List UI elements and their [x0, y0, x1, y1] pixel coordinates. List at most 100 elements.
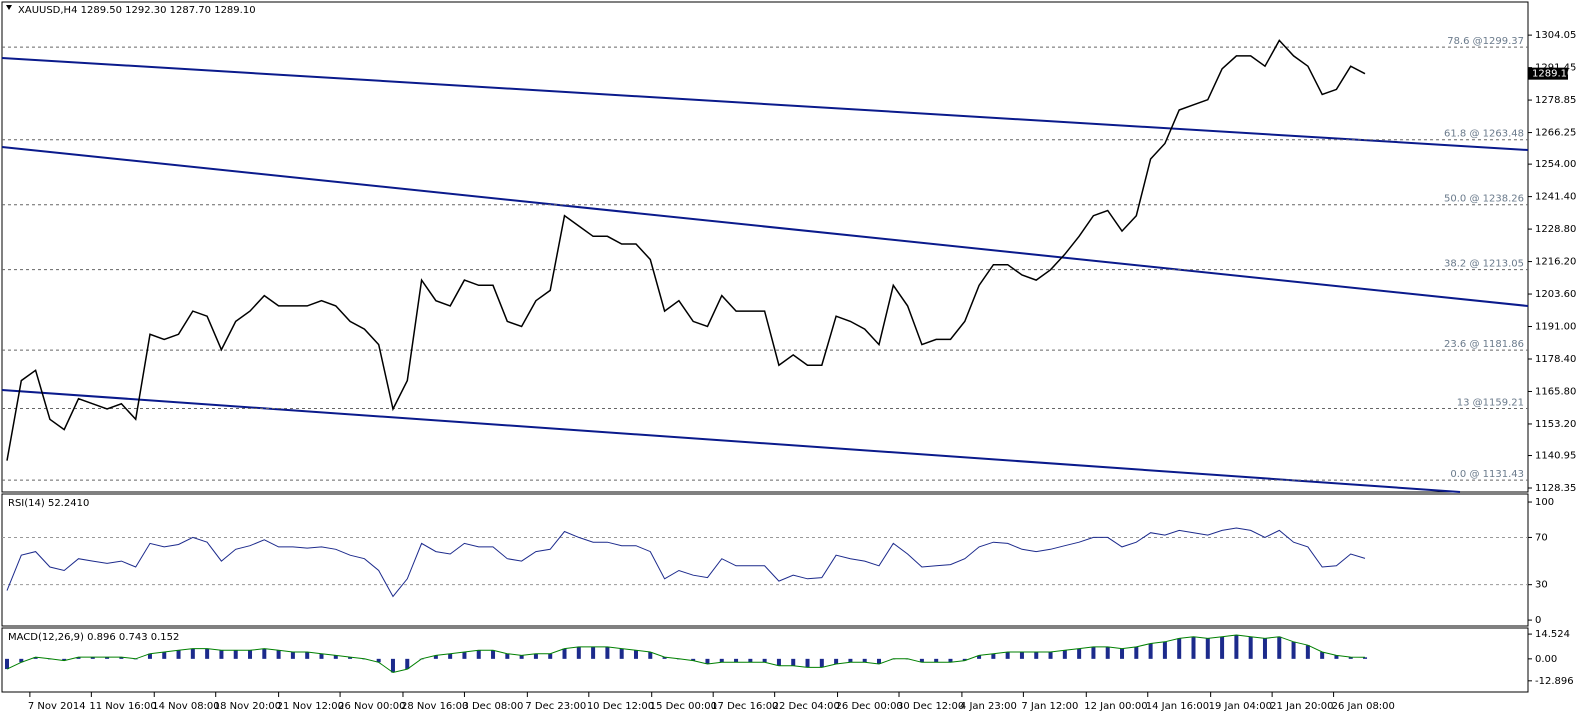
x-tick-label: 7 Dec 23:00 — [525, 701, 586, 712]
macd-bar — [962, 658, 967, 661]
macd-line — [6, 634, 1366, 674]
macd-bar — [533, 653, 538, 659]
fib-label: 23.6 @ 1181.86 — [1444, 339, 1524, 350]
x-tick-label: 7 Nov 2014 — [28, 701, 86, 712]
macd-bar — [1305, 645, 1310, 659]
macd-bar — [248, 650, 253, 659]
macd-bar — [762, 658, 767, 663]
x-tick-label: 14 Jan 16:00 — [1146, 701, 1209, 712]
fib-label: 78.6 @1299.37 — [1447, 36, 1524, 47]
macd-bar — [390, 658, 395, 673]
y-tick-label: 1191.00 — [1535, 322, 1576, 333]
fib-label: 13 @1159.21 — [1457, 397, 1524, 408]
macd-bar — [62, 658, 67, 661]
macd-bar — [1291, 641, 1296, 659]
macd-bar — [505, 653, 510, 659]
y-tick-label: 1178.40 — [1535, 354, 1576, 365]
macd-bar — [791, 658, 796, 666]
x-tick-label: 30 Dec 12:00 — [897, 701, 964, 712]
macd-bar — [605, 646, 610, 659]
macd-bar — [1019, 652, 1024, 659]
macd-panel — [1, 627, 1529, 693]
macd-bar — [1048, 652, 1053, 659]
macd-bar — [977, 655, 982, 659]
macd-bar — [448, 653, 453, 659]
macd-bar — [219, 650, 224, 659]
macd-bar — [5, 658, 10, 670]
macd-bar — [491, 650, 496, 659]
x-tick-label: 19 Jan 04:00 — [1209, 701, 1272, 712]
macd-bar — [705, 658, 710, 664]
macd-bar — [1177, 638, 1182, 659]
macd-bar — [147, 653, 152, 659]
y-tick-label: 100 — [1535, 497, 1554, 508]
macd-bar — [619, 648, 624, 659]
macd-bar — [76, 657, 81, 659]
y-tick-label: -12.896 — [1535, 676, 1574, 687]
macd-bar — [1363, 657, 1368, 659]
macd-bar — [476, 650, 481, 659]
macd-bar — [648, 652, 653, 659]
macd-bar — [319, 653, 324, 659]
macd-bar — [776, 658, 781, 666]
macd-bar — [734, 658, 739, 663]
macd-bar — [176, 650, 181, 659]
macd-bar — [748, 658, 753, 663]
y-tick-label: 14.524 — [1535, 629, 1570, 640]
macd-bar — [290, 652, 295, 659]
macd-bar — [205, 648, 210, 659]
y-tick-label: 1241.40 — [1535, 192, 1576, 203]
x-tick-label: 11 Nov 16:00 — [89, 701, 156, 712]
y-tick-label: 1140.95 — [1535, 451, 1576, 462]
y-tick-label: 1153.20 — [1535, 419, 1576, 430]
y-tick-label: 1304.05 — [1535, 30, 1576, 41]
macd-bar — [834, 658, 839, 664]
macd-bar — [576, 646, 581, 659]
y-tick-label: 70 — [1535, 532, 1548, 543]
macd-bar — [519, 655, 524, 659]
macd-bar — [991, 653, 996, 659]
macd-bar — [805, 658, 810, 668]
macd-bar — [1262, 638, 1267, 659]
macd-bar — [1334, 655, 1339, 659]
x-tick-label: 4 Jan 23:00 — [960, 701, 1017, 712]
x-tick-label: 17 Dec 16:00 — [711, 701, 778, 712]
x-tick-label: 3 Dec 08:00 — [462, 701, 523, 712]
macd-bar — [662, 657, 667, 659]
x-tick-label: 10 Dec 12:00 — [587, 701, 654, 712]
macd-bar — [1091, 646, 1096, 659]
y-tick-label: 1165.80 — [1535, 386, 1576, 397]
macd-bar — [19, 658, 24, 663]
macd-bar — [919, 658, 924, 663]
macd-bar — [119, 657, 124, 659]
menu-arrow — [6, 5, 12, 10]
macd-bar — [562, 648, 567, 659]
macd-bar — [548, 653, 553, 659]
macd-bar — [262, 648, 267, 659]
macd-bar — [1220, 636, 1225, 659]
price-tag-label: 1289.10 — [1532, 69, 1573, 80]
macd-bar — [1062, 650, 1067, 659]
macd-bar — [691, 658, 696, 661]
x-tick-label: 15 Dec 00:00 — [650, 701, 717, 712]
macd-bar — [333, 655, 338, 659]
macd-bar — [433, 655, 438, 659]
y-tick-label: 0 — [1535, 615, 1541, 626]
macd-bar — [877, 658, 882, 664]
macd-bar — [348, 657, 353, 659]
macd-bar — [591, 646, 596, 659]
macd-bar — [934, 658, 939, 663]
macd-bar — [90, 657, 95, 659]
macd-bar — [948, 658, 953, 663]
macd-bar — [1205, 638, 1210, 659]
macd-bar — [1277, 636, 1282, 659]
macd-bar — [1234, 634, 1239, 659]
chart-title: XAUUSD,H4 1289.50 1292.30 1287.70 1289.1… — [18, 5, 256, 16]
price-line — [6, 39, 1366, 461]
macd-bar — [1148, 643, 1153, 659]
price-tag — [1528, 67, 1568, 80]
macd-title: MACD(12,26,9) 0.896 0.743 0.152 — [8, 632, 179, 643]
macd-bar — [190, 648, 195, 659]
channel-line — [1, 389, 1461, 493]
